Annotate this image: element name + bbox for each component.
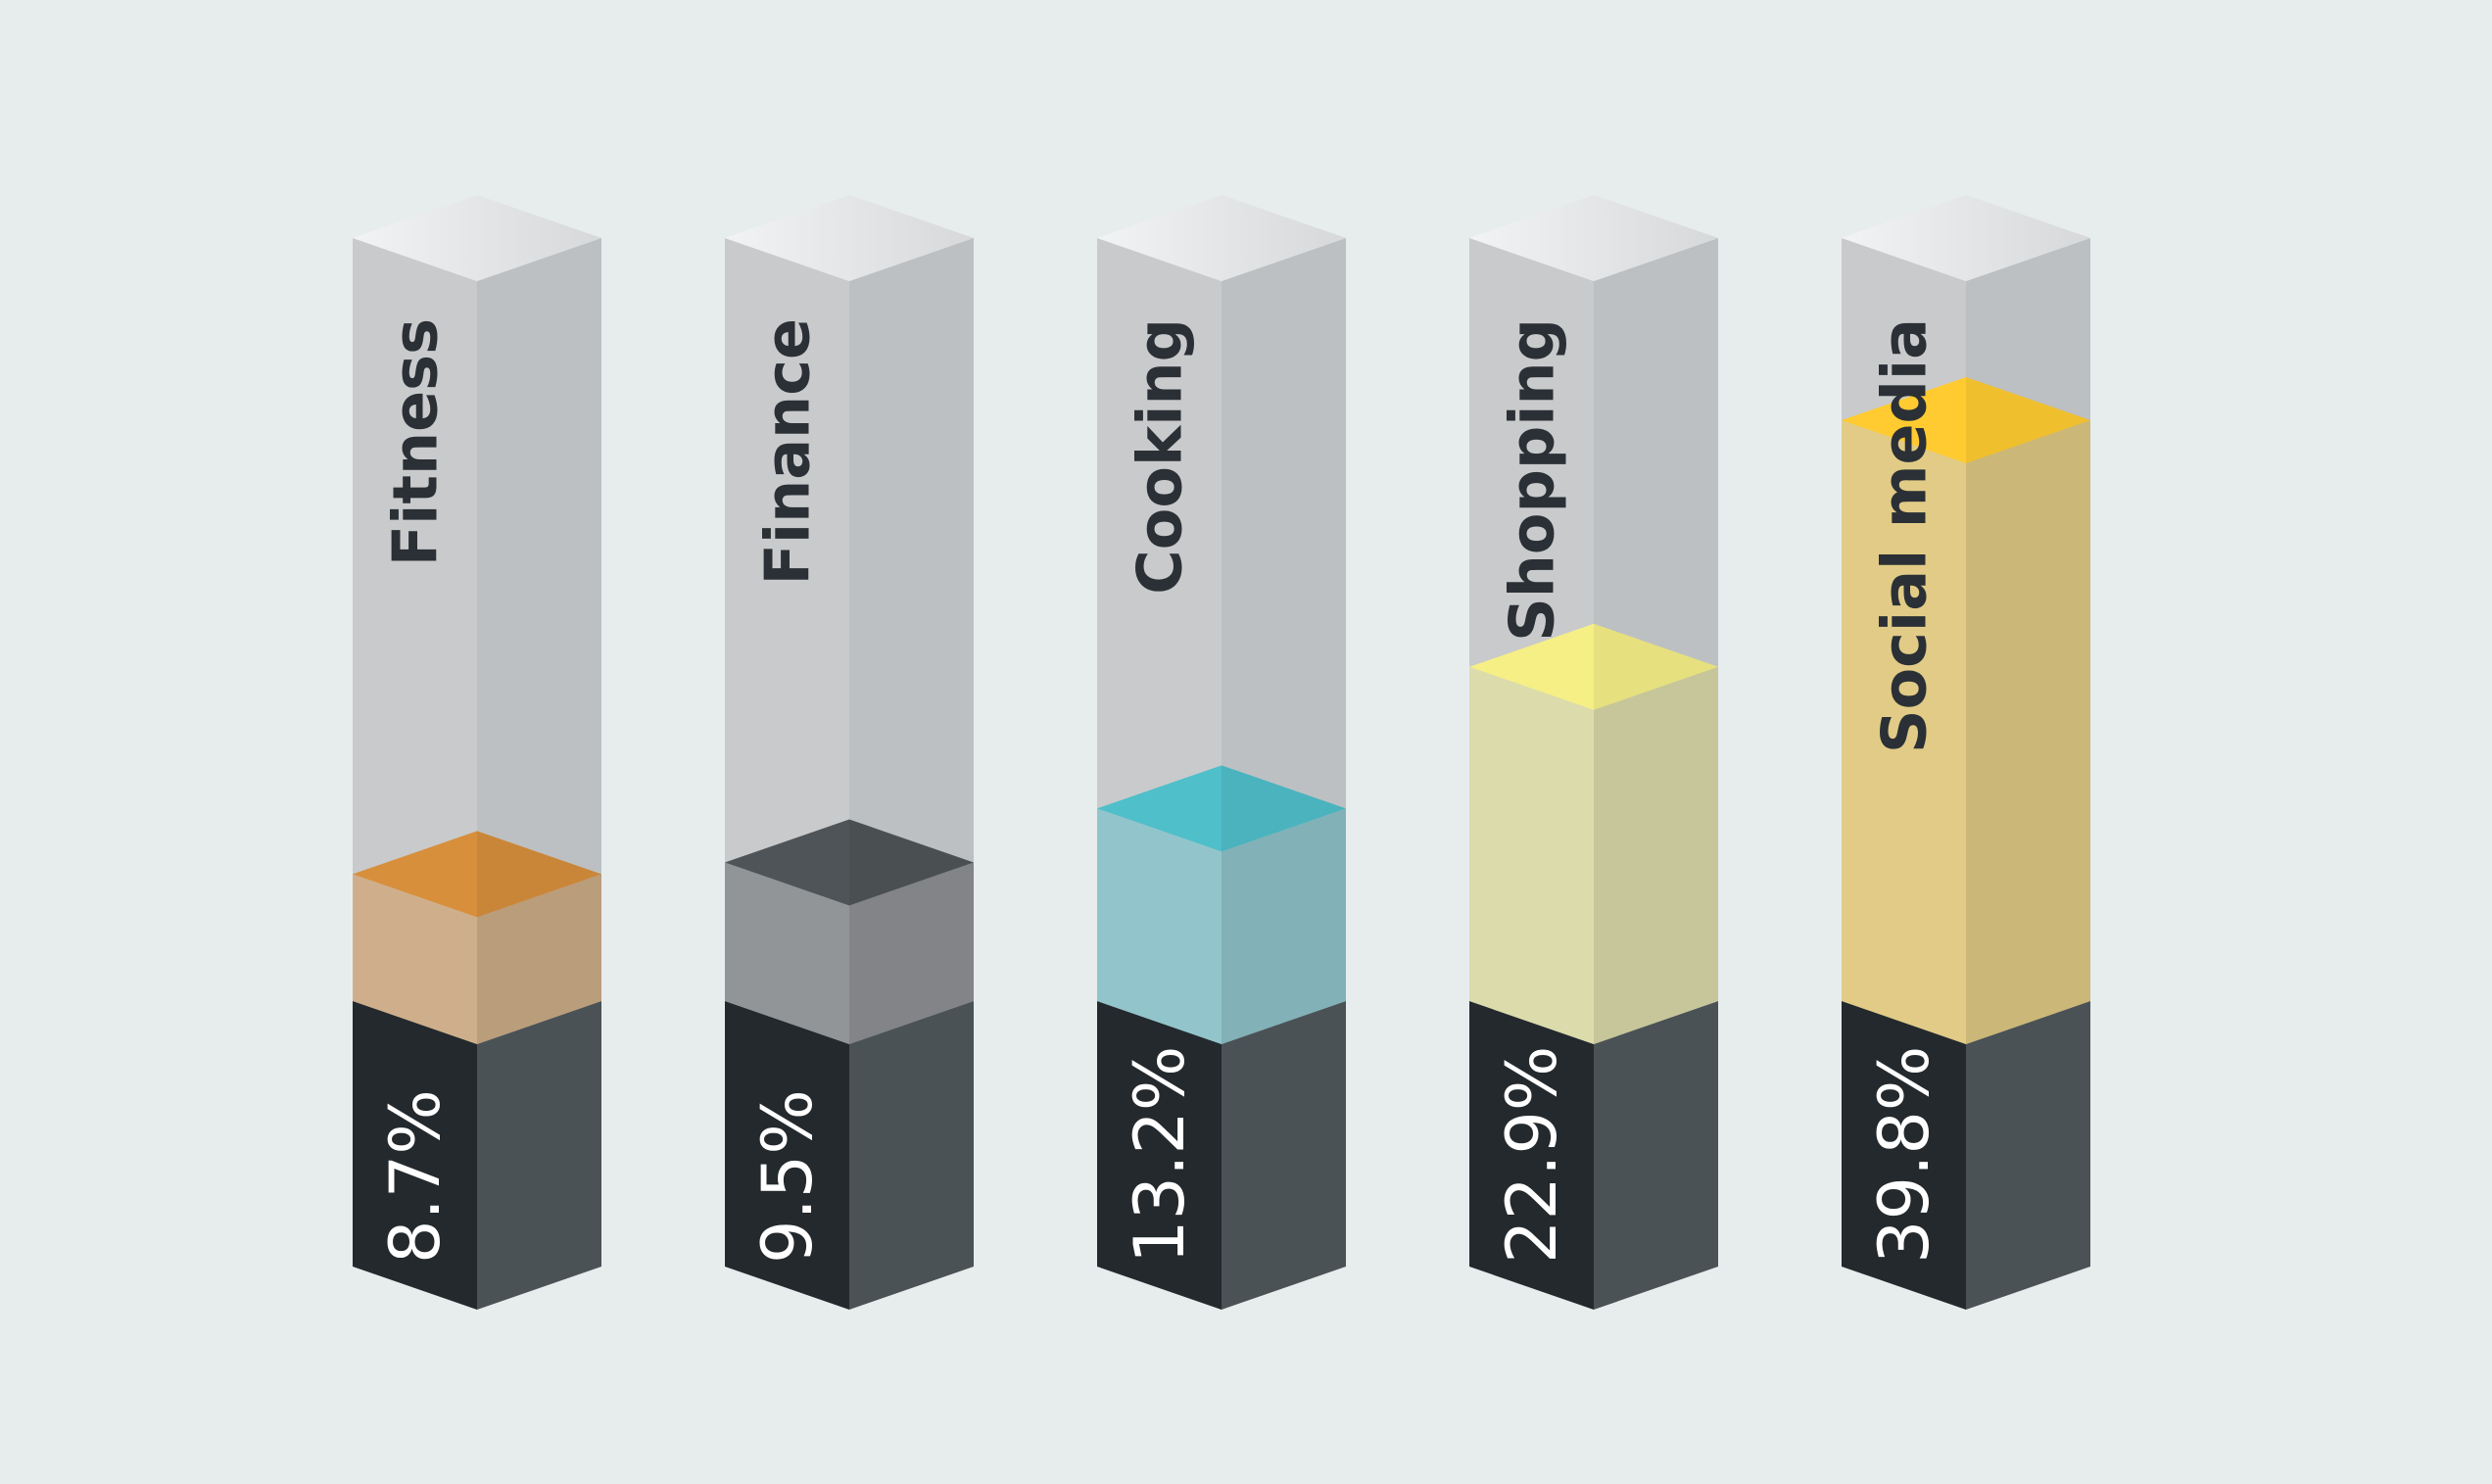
fill-top-shade [1222, 765, 1346, 852]
column [353, 195, 601, 1310]
fill-top [1842, 376, 2090, 463]
base-left [353, 1001, 477, 1310]
fill-right [1222, 808, 1346, 1044]
fill-right-shade [849, 862, 974, 1044]
category-label: Shopping [1497, 318, 1568, 642]
tube-top [1469, 195, 1718, 281]
bar [725, 819, 974, 1044]
base-right [1594, 1001, 1718, 1310]
base-right [1222, 1001, 1346, 1310]
bar [353, 831, 601, 1044]
category-label: Finance [752, 318, 824, 586]
base-left [725, 1001, 849, 1310]
fill-left [725, 862, 849, 1044]
fill-left [353, 874, 477, 1044]
fill-left [1842, 419, 1966, 1045]
fill-top-shade [477, 831, 601, 918]
tube-top [1842, 195, 2090, 281]
fill-right [849, 862, 974, 1044]
base-right [849, 1001, 974, 1310]
value-label: 8.7% [375, 1089, 455, 1264]
fill-top [1469, 623, 1718, 710]
tube-right [1594, 238, 1718, 1044]
value-label: 39.8% [1864, 1046, 1944, 1264]
fill-right [1966, 419, 2090, 1045]
fill-top-shade [1594, 623, 1718, 710]
fill-top-shade [849, 819, 974, 906]
base-left [1842, 1001, 1966, 1310]
tube-top [353, 195, 601, 281]
value-label: 22.9% [1492, 1046, 1572, 1264]
base-left [1469, 1001, 1594, 1310]
category-label: Fitness [380, 318, 452, 566]
category-label: Cooking [1125, 318, 1196, 595]
fill-left [1097, 808, 1222, 1044]
bar [1842, 376, 2090, 1045]
value-label: 9.5% [747, 1089, 828, 1264]
fill-top-shade [1966, 376, 2090, 463]
fill-top [1097, 765, 1346, 852]
fill-top [725, 819, 974, 906]
fill-top [353, 831, 601, 918]
value-label: 13.2% [1120, 1046, 1200, 1264]
bar [1097, 765, 1346, 1044]
tube-left [1469, 238, 1594, 1044]
category-label: Social media [1869, 318, 1941, 753]
tube-top [725, 195, 974, 281]
base-right [1966, 1001, 2090, 1310]
base-right [477, 1001, 601, 1310]
base-left [1097, 1001, 1222, 1310]
tube-top [1097, 195, 1346, 281]
fill-right-shade [477, 874, 601, 1044]
column [1469, 195, 1718, 1310]
column [1842, 195, 2090, 1310]
column [725, 195, 974, 1310]
fill-right [477, 874, 601, 1044]
tube-left [1097, 238, 1222, 1044]
fill-right-shade [1222, 808, 1346, 1044]
tube-right [1222, 238, 1346, 1044]
fill-left [1469, 666, 1594, 1044]
fill-right-shade [1594, 666, 1718, 1044]
bar [1469, 623, 1718, 1044]
column [1097, 195, 1346, 1310]
fill-right-shade [1966, 419, 2090, 1045]
fill-right [1594, 666, 1718, 1044]
